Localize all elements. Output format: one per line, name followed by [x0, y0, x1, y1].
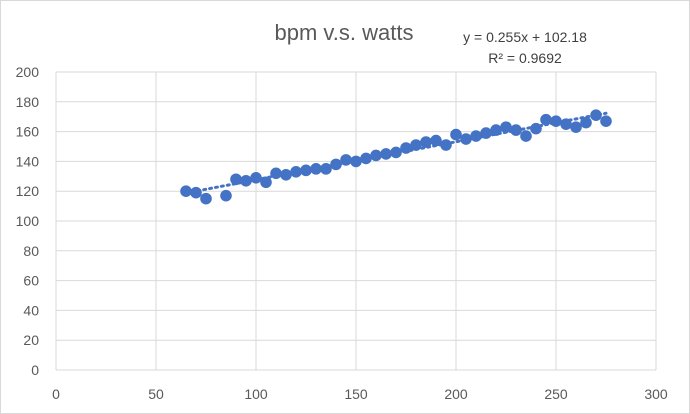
data-point	[370, 149, 382, 162]
data-point	[430, 134, 442, 147]
y-tick-label: 160	[16, 124, 40, 140]
data-point	[440, 139, 452, 151]
y-tick-label: 60	[23, 273, 39, 289]
data-point	[530, 122, 542, 135]
data-point	[420, 136, 432, 148]
y-tick-label: 140	[16, 153, 40, 169]
data-point	[200, 192, 212, 205]
y-tick-label: 180	[16, 94, 40, 110]
data-point	[320, 163, 332, 175]
gridlines	[55, 71, 657, 371]
data-point	[540, 113, 552, 126]
data-point	[380, 148, 392, 160]
data-point	[500, 121, 512, 133]
data-point	[450, 128, 462, 141]
y-tick-label: 0	[31, 362, 39, 378]
data-point	[260, 176, 272, 189]
data-point	[300, 164, 312, 177]
y-tick-label: 80	[23, 243, 39, 259]
data-point	[580, 116, 592, 129]
x-tick-label: 200	[444, 386, 468, 402]
data-point	[510, 124, 522, 136]
data-point	[480, 127, 492, 139]
data-point	[330, 158, 342, 171]
data-point	[340, 154, 352, 166]
data-point	[410, 139, 422, 151]
x-tick-label: 300	[644, 386, 668, 402]
data-point	[350, 155, 362, 168]
data-point	[490, 124, 502, 136]
data-point	[280, 169, 292, 181]
data-point	[230, 173, 242, 186]
data-point	[180, 185, 192, 197]
data-point	[550, 115, 562, 127]
data-point	[560, 118, 572, 130]
data-point	[240, 174, 252, 187]
data-points	[180, 109, 612, 205]
y-tick-label: 120	[16, 183, 40, 199]
y-tick-label: 40	[23, 302, 39, 318]
x-tick-label: 50	[148, 386, 164, 402]
data-point	[290, 166, 302, 178]
x-tick-label: 100	[244, 386, 268, 402]
x-tick-label: 150	[344, 386, 368, 402]
data-point	[460, 133, 472, 145]
trendline-equation: y = 0.255x + 102.18	[463, 29, 587, 45]
data-point	[360, 152, 372, 165]
chart-title: bpm v.s. watts	[275, 20, 414, 45]
x-tick-label: 0	[52, 386, 60, 402]
data-point	[600, 115, 612, 127]
data-point	[390, 146, 402, 159]
data-point	[470, 130, 482, 142]
y-tick-label: 100	[16, 213, 40, 229]
data-point	[590, 109, 602, 122]
data-point	[520, 130, 532, 142]
trendline-r-squared: R² = 0.9692	[488, 50, 562, 66]
data-point	[270, 167, 282, 180]
data-point	[310, 163, 322, 175]
x-tick-label: 250	[544, 386, 568, 402]
data-point	[400, 142, 412, 154]
axis-ticks: 0 50 100 150 200 250 300 0 20 40 60 80 100 120 140 160 1…	[16, 64, 668, 402]
y-tick-label: 200	[16, 64, 40, 80]
data-point	[220, 189, 232, 202]
y-tick-label: 20	[23, 332, 39, 348]
data-point	[570, 121, 582, 133]
data-point	[190, 186, 202, 199]
data-point	[250, 171, 262, 184]
